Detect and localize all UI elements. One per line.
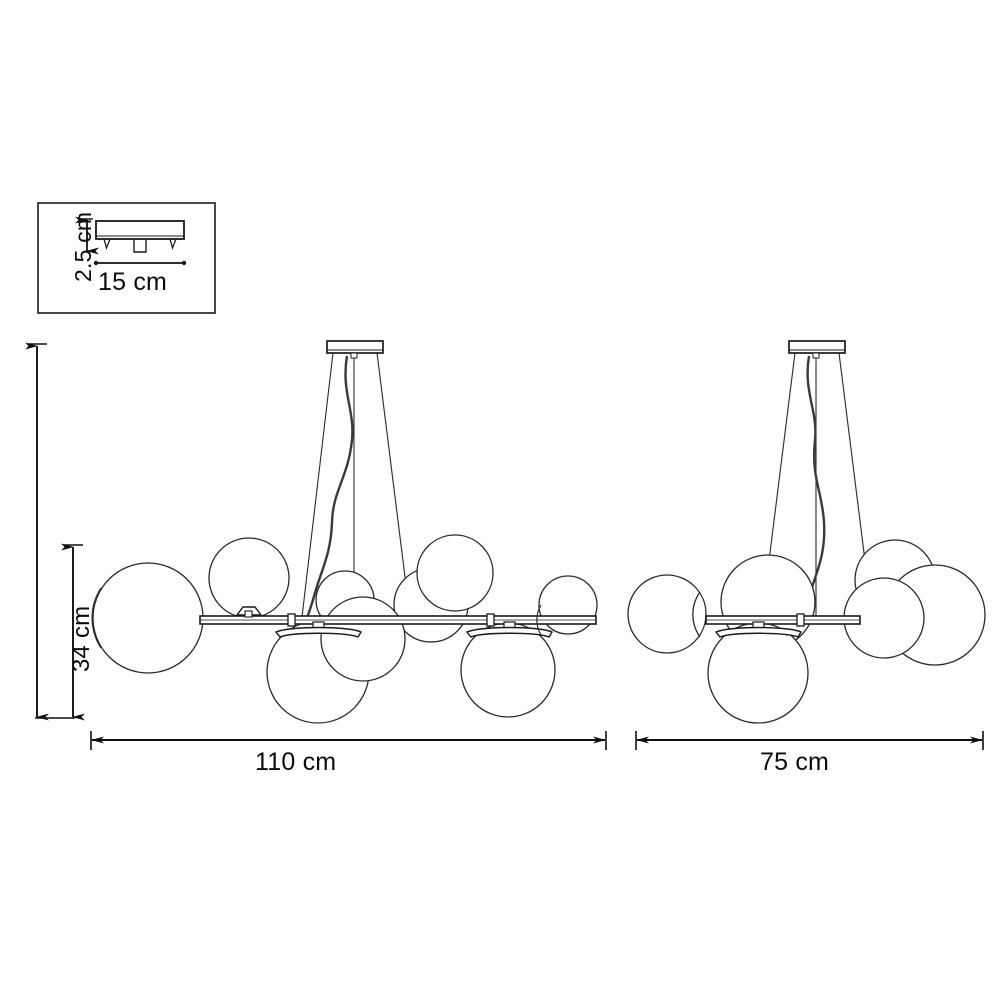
side-width-label: 75 cm: [760, 748, 830, 776]
globe-8: [460, 622, 556, 718]
fixture-height-dimension: [61, 543, 85, 721]
globe-9: [320, 596, 406, 682]
front-power-cord: [304, 355, 354, 623]
canopy-profile: [95, 220, 185, 253]
side-view-fixture: [627, 340, 986, 724]
globe-6: [416, 534, 494, 612]
side-canopy: [788, 340, 846, 359]
detail-height-dimension: [75, 216, 99, 255]
suspension-height-dimension: [25, 342, 49, 721]
side-globe-6: [707, 622, 809, 724]
detail-width-label: 15 cm: [98, 268, 168, 296]
cup-down-2: [465, 626, 554, 638]
fixture-height-label: 34 cm: [68, 605, 95, 672]
side-bar-joint: [796, 613, 805, 627]
side-width-dimension: [635, 731, 984, 750]
front-socket-cups: [235, 604, 554, 638]
cup-down-1: [274, 626, 363, 638]
front-view-fixture: [91, 340, 598, 724]
front-horizontal-bar: [199, 613, 597, 627]
globe-1-cup: [91, 587, 102, 649]
front-width-label: 110 cm: [255, 748, 337, 776]
side-globe-1: [627, 574, 707, 654]
bar-joint-2: [486, 613, 495, 627]
globe-1: [92, 562, 204, 674]
canopy-detail-box: [37, 202, 216, 314]
side-globe-1-cup: [692, 591, 701, 638]
front-width-dimension: [90, 731, 607, 750]
side-globes: [627, 539, 986, 724]
globe-2: [208, 537, 290, 619]
bar-joint-1: [287, 613, 296, 627]
globe-5: [538, 575, 598, 635]
front-canopy: [326, 340, 384, 359]
cup-right-end: [536, 604, 542, 636]
side-cup-down: [714, 626, 803, 638]
side-horizontal-bar: [705, 613, 861, 627]
detail-height-label: 2.5 cm: [70, 211, 96, 282]
side-socket-cups: [714, 621, 803, 638]
